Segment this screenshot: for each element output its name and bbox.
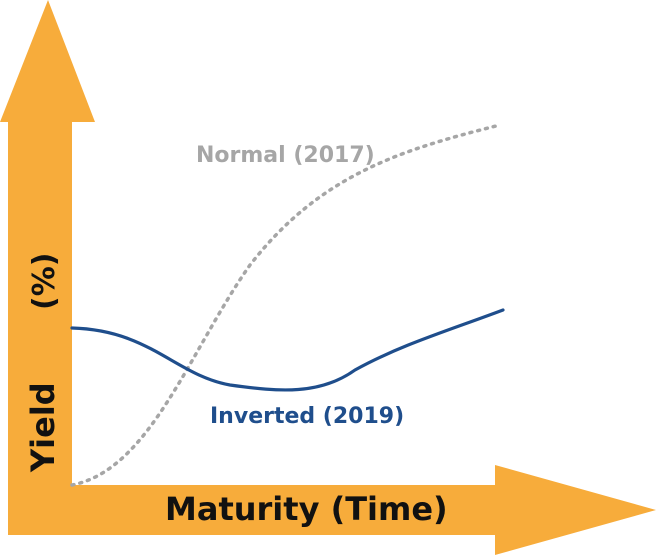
y-axis-label: Yield xyxy=(24,382,62,473)
x-axis-arrow xyxy=(8,465,656,555)
y-axis-arrow xyxy=(0,0,95,520)
y-axis-unit-label: (%) xyxy=(27,253,62,310)
normal-curve-line xyxy=(70,123,502,487)
x-axis-label: Maturity (Time) xyxy=(165,490,448,528)
inverted-curve-label: Inverted (2019) xyxy=(210,404,404,429)
inverted-curve-line xyxy=(70,308,505,392)
normal-curve-label: Normal (2017) xyxy=(196,143,375,168)
